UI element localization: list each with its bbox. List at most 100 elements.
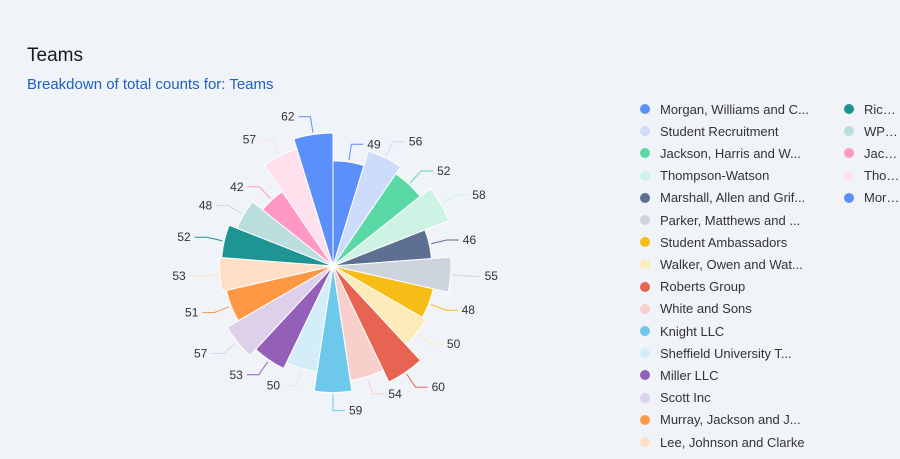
legend-item[interactable]: Jackson, Harris and W... — [640, 142, 818, 164]
legend-label: Thor... — [864, 168, 900, 184]
legend-item[interactable]: Roberts Group — [640, 276, 818, 298]
legend-item[interactable]: Lee, Johnson and Clarke — [640, 431, 818, 453]
legend-marker-icon — [640, 192, 650, 203]
legend-item[interactable]: Thor... — [844, 165, 900, 187]
legend-marker-icon — [640, 414, 650, 425]
legend-marker-icon — [640, 237, 650, 248]
legend-item[interactable]: Student Ambassadors — [640, 231, 818, 253]
legend-item[interactable]: Thompson-Watson — [640, 165, 818, 187]
slice-value-label: 56 — [409, 135, 423, 149]
pie-slice[interactable] — [332, 265, 422, 383]
legend-marker-icon — [640, 259, 650, 270]
legend-label: Knight LLC — [660, 323, 725, 339]
chart-subtitle: Breakdown of total counts for: Teams — [27, 76, 274, 93]
pie-slice[interactable] — [293, 132, 334, 267]
slice-value-label: 62 — [281, 110, 295, 124]
legend-label: Murray, Jackson and J... — [660, 412, 801, 428]
slice-value-label: 57 — [194, 347, 208, 361]
slice-value-label: 48 — [199, 199, 213, 213]
pie-slice[interactable] — [313, 265, 353, 394]
legend-item[interactable]: WP T... — [844, 120, 900, 142]
legend-item[interactable]: Parker, Matthews and ... — [640, 209, 818, 231]
label-leader-line — [189, 274, 218, 277]
slice-value-label: 53 — [172, 269, 186, 283]
legend-item[interactable]: Morgan, Williams and C... — [640, 98, 818, 120]
legend-marker-icon — [640, 215, 650, 225]
legend-item[interactable]: Jack... — [844, 142, 900, 164]
legend-marker-icon — [640, 392, 650, 403]
legend-marker-icon — [640, 326, 650, 336]
label-leader-line — [406, 373, 428, 388]
legend-marker-icon — [640, 126, 650, 137]
legend-label: Jack... — [864, 145, 900, 161]
legend-label: WP T... — [864, 123, 900, 139]
legend-item[interactable]: Rich... — [844, 98, 900, 120]
chart-title: Teams — [27, 45, 83, 66]
slice-value-label: 46 — [463, 233, 477, 247]
legend-item[interactable]: Walker, Owen and Wat... — [640, 253, 818, 275]
legend-label: Marshall, Allen and Grif... — [660, 190, 806, 206]
label-leader-line — [260, 139, 280, 155]
legend-marker-icon — [640, 348, 650, 359]
pie-slice[interactable] — [236, 201, 334, 267]
pie-slice[interactable] — [221, 224, 334, 267]
legend-marker-icon — [640, 170, 650, 181]
label-leader-line — [246, 361, 269, 376]
pie-slice[interactable] — [332, 256, 452, 293]
slice-value-label: 42 — [230, 180, 244, 194]
legend-marker-icon — [844, 170, 854, 181]
legend-marker-icon — [640, 148, 650, 159]
legend-marker-icon — [640, 370, 650, 381]
label-leader-line — [332, 394, 345, 412]
label-leader-line — [418, 333, 443, 345]
slice-value-label: 54 — [388, 387, 402, 401]
label-leader-line — [202, 306, 230, 313]
legend-label: Scott Inc — [660, 390, 711, 406]
slice-value-label: 53 — [229, 368, 243, 382]
legend-label: Student Ambassadors — [660, 234, 788, 250]
legend-label: Walker, Owen and Wat... — [660, 256, 803, 272]
label-leader-line — [367, 378, 385, 395]
label-leader-line — [194, 236, 223, 242]
label-leader-line — [442, 194, 469, 204]
legend-label: Sheffield University T... — [660, 345, 792, 361]
legend-item[interactable]: Sheffield University T... — [640, 342, 818, 364]
legend-label: Thompson-Watson — [660, 168, 770, 184]
legend-marker-icon — [844, 192, 854, 203]
slice-value-label: 59 — [349, 404, 363, 418]
label-leader-line — [385, 141, 405, 157]
legend-marker-icon — [640, 281, 650, 292]
label-leader-line — [211, 343, 237, 354]
slice-value-label: 58 — [472, 188, 486, 202]
legend-label: Student Recruitment — [660, 123, 779, 139]
legend-item[interactable]: Knight LLC — [640, 320, 818, 342]
pie-slice[interactable] — [332, 187, 450, 267]
legend-item[interactable]: Morg... — [844, 187, 900, 209]
slice-value-label: 52 — [437, 164, 451, 178]
label-leader-line — [216, 205, 243, 214]
slice-value-label: 50 — [447, 337, 461, 351]
slice-value-label: 57 — [243, 133, 257, 147]
legend-marker-icon — [844, 126, 854, 137]
legend-label: Morgan, Williams and C... — [660, 101, 809, 117]
legend-item[interactable]: White and Sons — [640, 298, 818, 320]
legend-label: Parker, Matthews and ... — [660, 212, 801, 228]
label-leader-line — [298, 116, 314, 133]
slice-value-label: 51 — [185, 306, 199, 320]
slice-value-label: 60 — [432, 380, 446, 394]
slice-value-label: 49 — [367, 137, 381, 151]
label-leader-line — [247, 186, 271, 199]
legend-item[interactable]: Miller LLC — [640, 364, 818, 386]
legend-item[interactable]: Scott Inc — [640, 387, 818, 409]
label-leader-line — [430, 303, 458, 311]
pie-slice[interactable] — [332, 150, 402, 267]
legend-label: Rich... — [864, 101, 900, 117]
legend-item[interactable]: Marshall, Allen and Grif... — [640, 187, 818, 209]
legend-item[interactable]: Murray, Jackson and J... — [640, 409, 818, 431]
pie-slice[interactable] — [218, 256, 334, 292]
pie-slice[interactable] — [226, 265, 334, 357]
legend-marker-icon — [640, 104, 650, 114]
slice-value-label: 55 — [485, 269, 499, 283]
legend-item[interactable]: Student Recruitment — [640, 120, 818, 142]
